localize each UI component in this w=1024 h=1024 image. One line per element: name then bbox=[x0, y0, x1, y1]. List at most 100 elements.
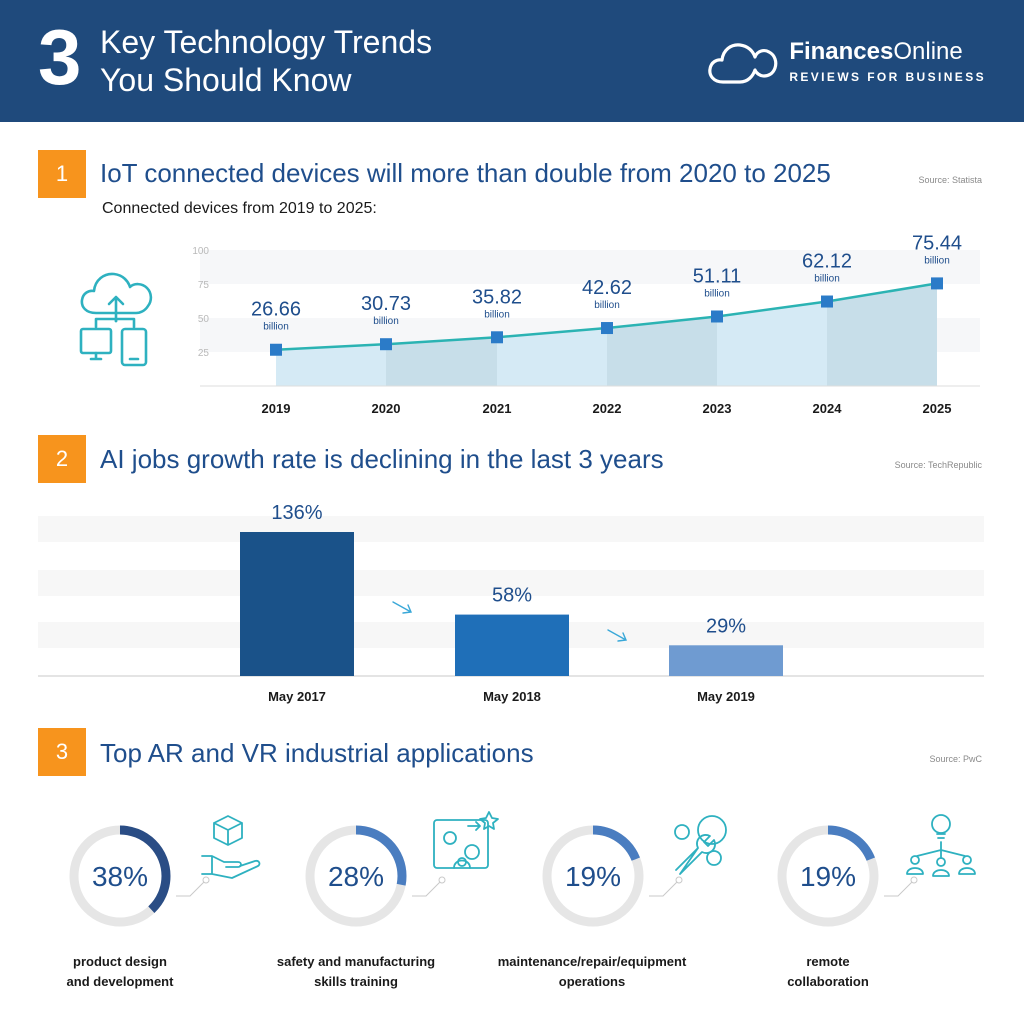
page-title-line1: Key Technology Trends bbox=[100, 24, 433, 60]
lightbulb-team-icon-part bbox=[910, 855, 920, 865]
decline-arrow-icon bbox=[392, 601, 413, 614]
ring-label-4-line2: collaboration bbox=[787, 974, 869, 989]
y-tick-label: 50 bbox=[198, 314, 210, 325]
data-unit-label: billion bbox=[594, 300, 620, 311]
header-number: 3 bbox=[38, 13, 82, 101]
lightbulb-team-icon-part bbox=[962, 855, 972, 865]
data-unit-label: billion bbox=[704, 288, 730, 299]
x-tick-label: 2020 bbox=[372, 401, 401, 416]
grid-band bbox=[38, 516, 984, 542]
data-unit-label: billion bbox=[373, 316, 399, 327]
data-label: 75.44 bbox=[912, 232, 962, 254]
ring-label-1-line2: and development bbox=[66, 974, 174, 989]
ar-vr-applications-chart: 38% 28% 19% 19% bbox=[69, 811, 976, 927]
brand-tagline: REVIEWS FOR BUSINESS bbox=[789, 70, 986, 84]
connector-line bbox=[884, 881, 913, 897]
data-point bbox=[601, 322, 613, 335]
connector-dot bbox=[202, 876, 210, 884]
iot-devices-chart: 25507510026.66billion201930.73billion202… bbox=[192, 232, 980, 416]
connector-line bbox=[649, 881, 678, 897]
section3-title: Top AR and VR industrial applications bbox=[100, 738, 534, 768]
page-title-line2: You Should Know bbox=[100, 62, 352, 98]
ring-label-2-line2: skills training bbox=[314, 974, 398, 989]
data-unit-label: billion bbox=[814, 274, 840, 285]
data-label: 51.11 bbox=[693, 265, 742, 287]
lightbulb-team-icon-part bbox=[906, 867, 976, 877]
decline-arrow-icon bbox=[607, 629, 628, 642]
section1-badge: 1 bbox=[38, 150, 86, 198]
gears-person-icon-part bbox=[467, 821, 481, 831]
section2-badge: 2 bbox=[38, 435, 86, 483]
cube-hand-icon bbox=[201, 815, 261, 879]
section3-badge: 3 bbox=[38, 728, 86, 776]
ring-value-label: 19% bbox=[565, 861, 621, 892]
data-label: 26.66 bbox=[251, 299, 301, 321]
grid-band bbox=[200, 250, 980, 284]
x-tick-label: 2023 bbox=[703, 401, 732, 416]
area-segment bbox=[386, 337, 497, 386]
ring-label-2: safety and manufacturing skills training bbox=[256, 952, 456, 992]
brand-name-bold: Finances bbox=[789, 38, 894, 65]
x-tick-label: 2019 bbox=[262, 401, 291, 416]
ring-label-3: maintenance/repair/equipment operations bbox=[492, 952, 692, 992]
ring-label-4-line1: remote bbox=[806, 954, 850, 969]
ring-label-1: product design and development bbox=[20, 952, 220, 992]
ring-label-3-line2: operations bbox=[558, 974, 626, 989]
lightbulb-team-icon-part bbox=[931, 814, 951, 834]
ring-value-label: 28% bbox=[328, 861, 384, 892]
lightbulb-team-icon-part bbox=[936, 833, 946, 839]
ring-label-2-line1: safety and manufacturing bbox=[276, 954, 436, 969]
x-tick-label: May 2019 bbox=[697, 689, 755, 704]
data-point bbox=[491, 331, 503, 344]
arrow-shape bbox=[392, 601, 413, 614]
gears-person-icon-part bbox=[457, 857, 467, 867]
cube-hand-icon-part bbox=[201, 855, 261, 879]
area-segment bbox=[607, 316, 717, 386]
data-label: 62.12 bbox=[802, 251, 852, 273]
gears-person-icon-part bbox=[433, 819, 489, 869]
section2-source: Source: TechRepublic bbox=[894, 460, 982, 470]
x-tick-label: May 2017 bbox=[268, 689, 326, 704]
ring-value-arc bbox=[777, 825, 879, 927]
wrench-gears-icon-part bbox=[697, 815, 727, 845]
ring-value-arc bbox=[69, 825, 171, 927]
connector-dot bbox=[438, 876, 446, 884]
wrench-gears-icon-part bbox=[706, 850, 722, 866]
y-tick-label: 75 bbox=[198, 280, 210, 291]
gears-person-icon-part bbox=[479, 811, 499, 830]
arrow-shape bbox=[607, 629, 628, 642]
x-tick-label: May 2018 bbox=[483, 689, 541, 704]
x-tick-label: 2024 bbox=[813, 401, 843, 416]
bar-value-label: 29% bbox=[706, 615, 746, 637]
ai-jobs-chart: 136% May 2017 58% May 2018 29% May 2019 bbox=[38, 502, 984, 704]
gears-person-icon-part bbox=[453, 859, 471, 869]
ring-value-arc bbox=[305, 825, 407, 927]
x-tick-label: 2021 bbox=[483, 401, 512, 416]
area-segment bbox=[276, 344, 386, 386]
data-label: 35.82 bbox=[472, 286, 522, 308]
gears-person-icon-part bbox=[464, 844, 480, 860]
data-point bbox=[821, 295, 833, 308]
lightbulb-team-icon-part bbox=[916, 841, 966, 859]
bar bbox=[455, 614, 569, 676]
gears-person-icon bbox=[433, 811, 499, 869]
brand-name-rest: Online bbox=[893, 38, 963, 65]
ring-value-label: 38% bbox=[92, 861, 148, 892]
data-unit-label: billion bbox=[484, 309, 510, 320]
data-point bbox=[711, 310, 723, 323]
x-tick-label: 2025 bbox=[923, 401, 952, 416]
cloud-devices-icon bbox=[79, 272, 153, 367]
area-segment bbox=[717, 301, 827, 386]
area-segment bbox=[497, 328, 607, 386]
ring-value-arc bbox=[542, 825, 644, 927]
section1-subtitle: Connected devices from 2019 to 2025: bbox=[102, 200, 377, 217]
area-segment bbox=[827, 283, 937, 386]
connector-line bbox=[176, 881, 205, 897]
cube-hand-icon-part bbox=[213, 815, 243, 846]
ring-label-4: remote collaboration bbox=[728, 952, 928, 992]
grid-band bbox=[38, 570, 984, 596]
bar-value-label: 136% bbox=[271, 502, 322, 524]
wrench-gears-icon bbox=[674, 815, 727, 875]
brand-logo[interactable]: FinancesOnline REVIEWS FOR BUSINESS bbox=[708, 38, 986, 84]
ring-label-1-line1: product design bbox=[73, 954, 167, 969]
